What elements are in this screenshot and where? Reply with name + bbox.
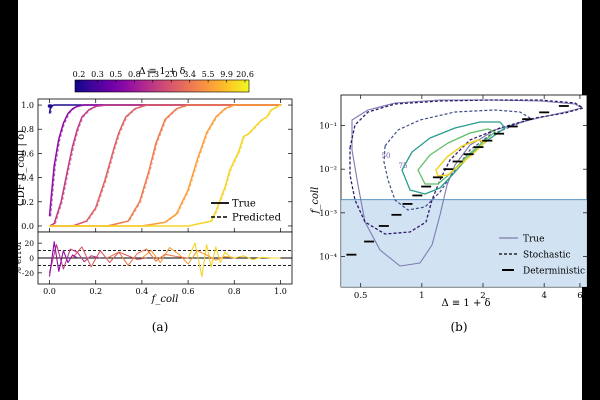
panel-a-caption: (a) [152, 320, 169, 334]
contour-x-tick-label: 0.5 [354, 291, 368, 301]
main-y-tick-label: 0.8 [21, 125, 34, 134]
legend-true-label: True [232, 199, 256, 210]
cdf-predicted-line [50, 104, 282, 217]
main-xlabel: f_coll [151, 294, 179, 305]
colorbar-tick-label: 20.6 [236, 70, 254, 79]
colorbar: 0.2 0.3 0.5 0.8 1.3 2.0 3.4 5.5 9.9 20.6 [73, 70, 254, 93]
panel-b: 50 75 0.5 1 2 4 6 10⁻⁴ 10⁻³ 10⁻² 10⁻¹ f_coll Δ ≡ 1… [310, 94, 588, 334]
colorbar-tick-label: 0.3 [91, 70, 104, 79]
main-plot: 0.0 0.2 0.4 0.6 0.8 1.0 [21, 99, 292, 232]
colorbar-label: Δ ≡ 1 + δ [139, 66, 186, 77]
contour-x-tick-label: 2 [480, 291, 485, 301]
colorbar-tick-label: 3.4 [183, 70, 196, 79]
main-y-tick-label: 0.0 [21, 222, 34, 231]
contour-y-tick-label: 10⁻² [319, 165, 337, 174]
residual-line [141, 247, 235, 265]
residual-line [48, 244, 101, 274]
panel-b-caption: (b) [450, 320, 467, 334]
colorbar-tick-label: 1.3 [146, 70, 159, 79]
cdf-predicted-line [50, 104, 282, 227]
main-legend: True Predicted [211, 199, 282, 224]
colorbar-tick-label: 0.8 [128, 70, 141, 79]
residual-line [48, 241, 78, 277]
contour-y-tick-label: 10⁻³ [319, 209, 337, 218]
colorbar-tick-label: 0.5 [110, 70, 123, 79]
colorbar-bar [74, 79, 250, 93]
cdf-predicted-line [50, 104, 282, 227]
legend-predicted-label: Predicted [232, 213, 282, 224]
main-y-tick-label: 0.6 [21, 149, 34, 158]
contour-y-tick-label: 10⁻⁴ [319, 252, 337, 261]
contour-x-tick-label: 6 [577, 291, 582, 301]
main-ylabel: CDF (f_coll | δ) [16, 130, 27, 206]
residual-x-tick-label: 0.2 [89, 287, 102, 296]
contour-line [417, 128, 496, 185]
contour-line [383, 109, 531, 211]
contour-legend: True Stochastic Deterministic [499, 235, 585, 277]
cdf-predicted-line [50, 104, 282, 227]
colorbar-tick-label: 0.2 [73, 70, 86, 79]
residual-x-tick-label: 0.6 [182, 287, 195, 296]
contour-level-label: 75 [399, 162, 408, 170]
residual-ylabel: % error [14, 240, 24, 276]
contour-line [351, 99, 583, 267]
contour-level-label: 50 [382, 152, 391, 160]
residual-x-tick-label: 0.4 [136, 287, 149, 296]
residual-line [107, 248, 189, 266]
legend-true-label: True [523, 235, 544, 245]
colorbar-tick-label: 9.9 [220, 70, 233, 79]
cdf-predicted-line [50, 104, 282, 114]
residual-y-tick-label: 0 [29, 254, 34, 263]
legend-stochastic-label: Stochastic [523, 251, 571, 261]
contour-y-tick-label: 10⁻¹ [319, 122, 337, 131]
cdf-true-line [48, 104, 281, 217]
residual-y-tick-label: 20 [24, 239, 34, 248]
cdf-predicted-line [50, 104, 282, 227]
contour-ylabel: f_coll [310, 187, 321, 215]
cdf-point [48, 104, 53, 108]
panel-a: 0.2 0.3 0.5 0.8 1.3 2.0 3.4 5.5 9.9 20.6 Δ ≡ 1 + … [14, 66, 293, 334]
contour-plot: 50 75 0.5 1 2 4 6 10⁻⁴ 10⁻³ 10⁻² 10⁻¹ [319, 95, 587, 301]
residual-plot: -20 0 20 0.0 0.2 0.4 0.6 0.8 1.0 [22, 239, 292, 296]
colorbar-tick-label: 2.0 [165, 70, 178, 79]
residual-x-tick-label: 0.0 [43, 287, 56, 296]
legend-deterministic-label: Deterministic [523, 267, 585, 277]
cdf-true-line [49, 104, 281, 227]
residual-line [187, 242, 281, 278]
residual-y-tick-label: -20 [22, 269, 34, 278]
contour-x-tick-label: 4 [541, 291, 546, 301]
residual-line [72, 246, 147, 268]
main-y-tick-label: 1.0 [21, 101, 34, 110]
residual-x-tick-label: 0.8 [228, 287, 241, 296]
residual-x-tick-label: 1.0 [274, 287, 287, 296]
cdf-predicted-line [50, 104, 282, 227]
shaded-region [341, 199, 587, 287]
contour-xlabel: Δ ≡ 1 + δ [441, 298, 490, 309]
contour-x-tick-label: 1 [419, 291, 424, 301]
main-y-tick-label: 0.2 [21, 198, 34, 207]
contour-line [349, 99, 584, 235]
colorbar-tick-label: 5.5 [202, 70, 215, 79]
main-y-tick-label: 0.4 [21, 174, 34, 183]
